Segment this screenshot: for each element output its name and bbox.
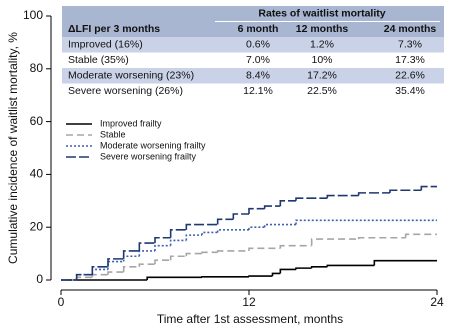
step-segment — [326, 194, 359, 199]
step-segment — [107, 260, 124, 270]
table-cell: 17.3% — [395, 54, 425, 66]
step-segment — [248, 207, 265, 214]
step-segment — [107, 271, 124, 275]
table-cell: Improved (16%) — [68, 39, 143, 51]
step-segment — [75, 273, 93, 280]
step-segment — [138, 263, 155, 267]
y-tick-label: 60 — [30, 114, 44, 128]
step-segment — [138, 250, 155, 257]
step-segment — [185, 234, 202, 241]
step-segment — [185, 252, 202, 257]
step-segment — [216, 218, 234, 225]
table-cell: 0.6% — [246, 39, 270, 51]
table-column-header: 12 months — [296, 23, 349, 35]
step-segment — [248, 247, 281, 251]
step-segment — [138, 242, 155, 251]
table-cell: 12.1% — [243, 85, 273, 97]
table-row-bg — [62, 52, 444, 68]
legend-label: Stable — [100, 129, 126, 139]
step-segment — [373, 259, 437, 266]
step-segment — [263, 223, 296, 228]
step-segment — [263, 205, 281, 209]
step-segment — [271, 272, 281, 277]
table-cell: Moderate worsening (23%) — [68, 70, 194, 82]
legend-label: Severe worsening frailty — [100, 151, 197, 161]
y-tick-label: 20 — [30, 219, 44, 233]
y-tick-label: 40 — [30, 167, 44, 181]
table-column-header: 24 months — [384, 23, 437, 35]
step-segment — [389, 189, 422, 193]
y-tick-label: 100 — [23, 8, 43, 22]
step-segment — [169, 229, 187, 238]
table-cell: 17.2% — [307, 70, 337, 82]
x-tick-label: 12 — [242, 295, 256, 309]
step-segment — [295, 219, 437, 225]
step-segment — [357, 192, 390, 196]
y-tick-label: 80 — [30, 61, 44, 75]
step-segment — [154, 236, 171, 244]
step-segment — [169, 255, 187, 261]
table-cell: 7.0% — [246, 54, 270, 66]
y-tick-label: 0 — [36, 272, 43, 286]
y-axis-label: Cumulative incidence of waitlist mortali… — [6, 32, 20, 264]
step-segment — [154, 244, 171, 251]
step-segment — [154, 259, 171, 265]
legend-label: Moderate worsening frailty — [100, 140, 206, 150]
x-tick-label: 0 — [58, 295, 65, 309]
table-column-header: 6 month — [238, 23, 279, 35]
table-cell: Stable (35%) — [68, 54, 129, 66]
step-segment — [326, 264, 375, 267]
step-segment — [91, 273, 108, 278]
table-cell: 7.3% — [398, 39, 422, 51]
table-column-header: ΔLFI per 3 months — [68, 23, 160, 35]
step-segment — [279, 244, 312, 249]
step-segment — [122, 250, 140, 259]
step-segment — [295, 197, 328, 201]
step-segment — [185, 223, 218, 230]
step-segment — [248, 275, 273, 277]
step-segment — [122, 255, 140, 262]
step-segment — [404, 233, 437, 238]
step-segment — [146, 276, 202, 280]
table-cell: Severe worsening (26%) — [68, 85, 183, 97]
step-segment — [295, 267, 312, 270]
table-cell: 1.2% — [310, 39, 334, 51]
step-segment — [216, 250, 249, 253]
step-segment — [310, 266, 328, 269]
step-segment — [201, 231, 218, 236]
step-segment — [201, 251, 218, 254]
table-row-bg — [62, 83, 444, 99]
step-segment — [279, 200, 296, 207]
step-segment — [357, 236, 406, 240]
step-segment — [201, 276, 249, 278]
step-segment — [310, 238, 359, 246]
step-segment — [248, 226, 265, 230]
step-segment — [91, 266, 108, 275]
step-segment — [169, 239, 187, 246]
legend-label: Improved frailty — [100, 118, 162, 128]
table-cell: 22.5% — [307, 85, 337, 97]
table-row-bg — [62, 68, 444, 84]
table-row-bg — [62, 37, 444, 53]
step-segment — [232, 213, 249, 220]
step-segment — [107, 258, 124, 267]
table-cell: 35.4% — [395, 85, 425, 97]
step-segment — [420, 185, 437, 191]
table: Rates of waitlist mortality ΔLFI per 3 mo… — [62, 6, 444, 99]
step-segment — [122, 266, 140, 273]
x-axis-label: Time after 1st assessment, months — [157, 312, 343, 326]
x-tick-label: 24 — [430, 295, 444, 309]
table-cell: 8.4% — [246, 70, 270, 82]
table-cell: 22.6% — [395, 70, 425, 82]
step-segment — [216, 229, 249, 233]
table-title: Rates of waitlist mortality — [258, 8, 385, 20]
table-cell: 10% — [311, 54, 332, 66]
step-segment — [279, 268, 296, 274]
